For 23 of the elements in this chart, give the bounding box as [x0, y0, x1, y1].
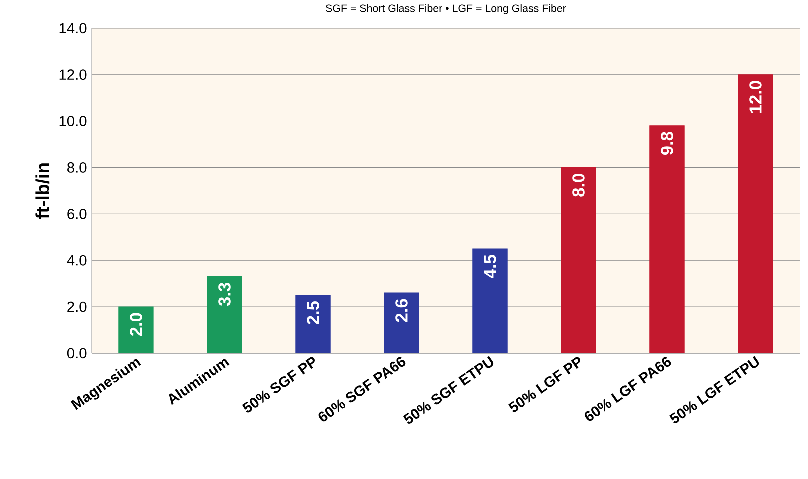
- data-label: 2.5: [307, 301, 320, 324]
- data-label: 4.5: [484, 254, 496, 278]
- data-label: 2.0: [130, 313, 142, 336]
- bar: [118, 306, 154, 354]
- data-label: 2.6: [396, 299, 408, 322]
- y-tick-label: 14.0: [60, 23, 87, 34]
- chart-title: SGF = Short Glass Fiber • LGF = Long Glass Fiber: [326, 4, 566, 14]
- bar: [561, 167, 596, 354]
- data-label: 9.8: [661, 132, 674, 155]
- y-tick-label: 4.0: [67, 255, 87, 266]
- y-axis-title: ft-lb/in: [36, 163, 50, 219]
- data-label: 12.0: [750, 80, 762, 113]
- x-tick-label: 50% SGF PP: [242, 357, 315, 413]
- data-label: 3.3: [218, 282, 231, 306]
- y-tick-label: 12.0: [60, 69, 87, 80]
- y-tick-label: 8.0: [68, 162, 87, 173]
- bar: [384, 292, 420, 354]
- y-tick-label: 6.0: [68, 208, 87, 220]
- y-tick-label: 2.0: [68, 302, 87, 312]
- bar: [738, 74, 774, 354]
- y-tick-label: 10.0: [60, 116, 87, 126]
- y-tick-label: 0.0: [67, 348, 87, 358]
- data-label: 8.0: [572, 174, 585, 197]
